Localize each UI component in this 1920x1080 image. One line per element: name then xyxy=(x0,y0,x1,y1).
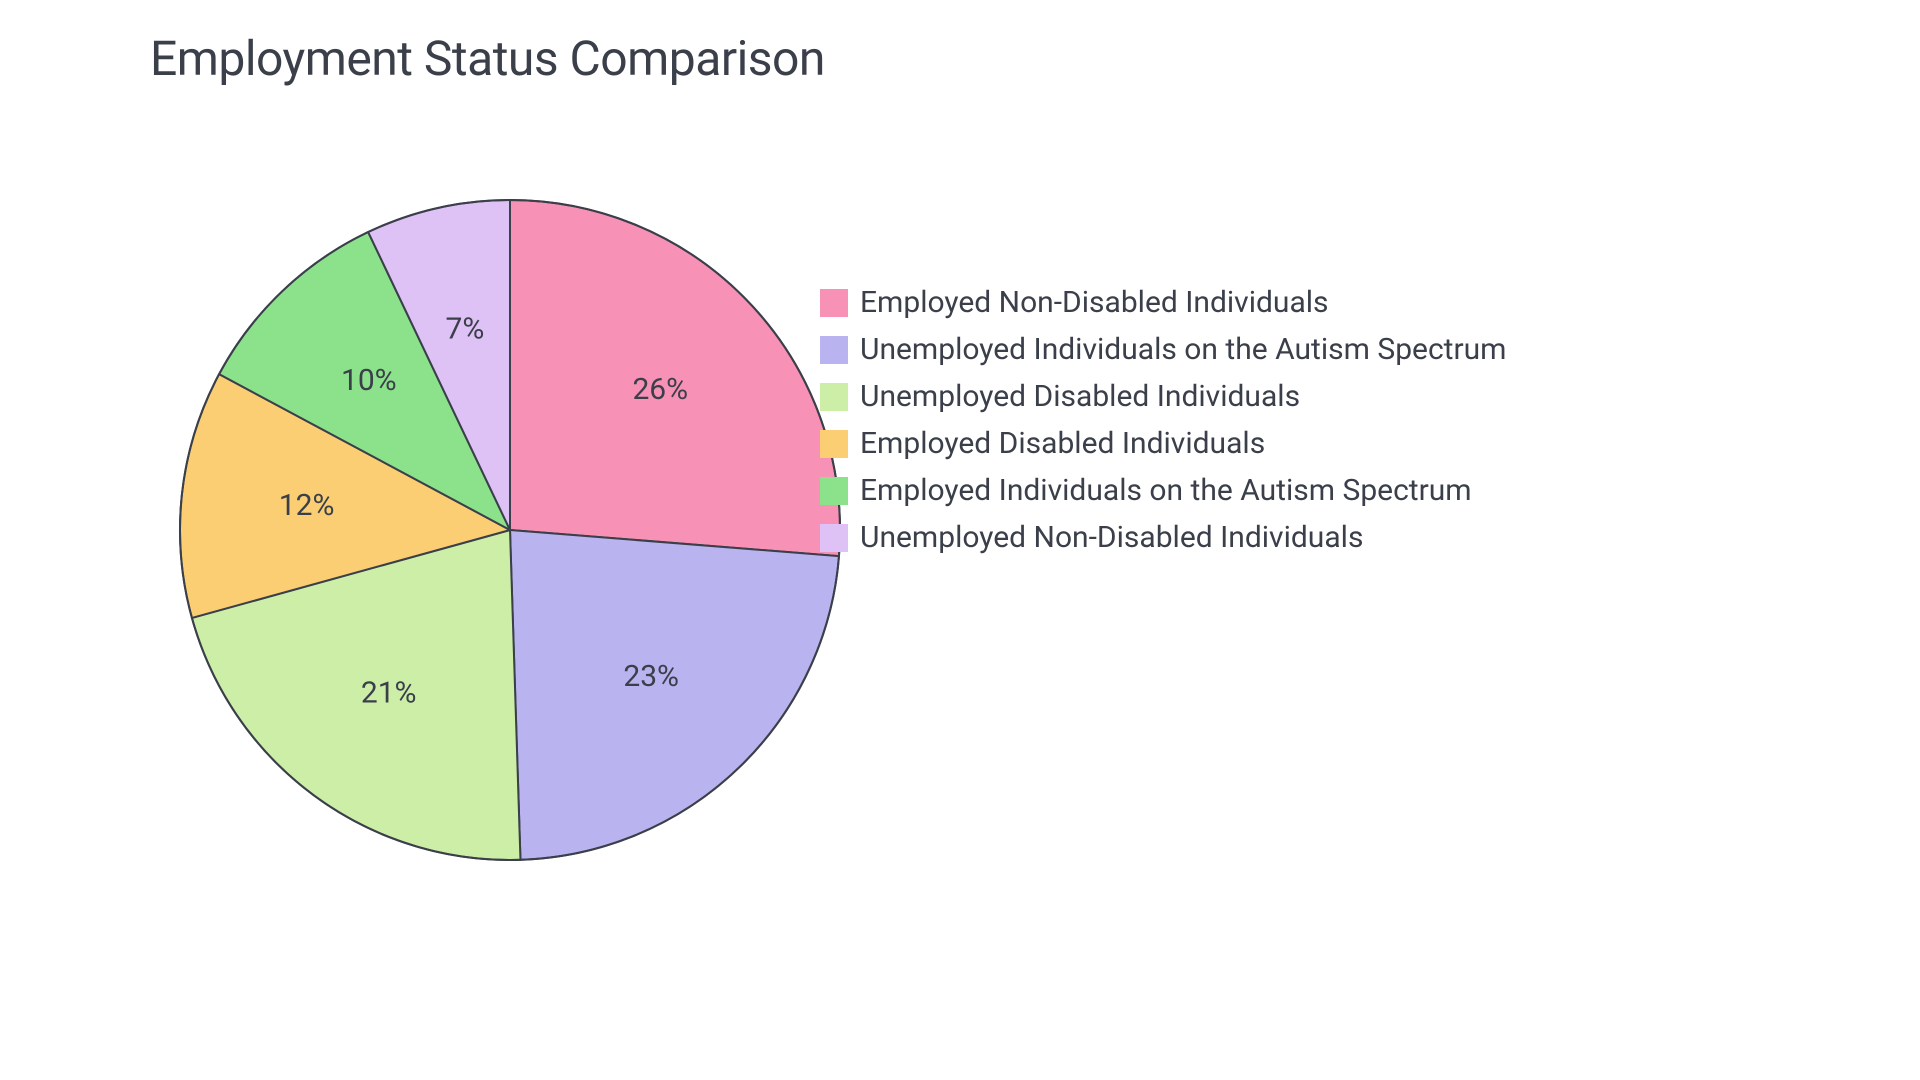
slice-label: 26% xyxy=(632,372,688,407)
slice-label: 23% xyxy=(623,659,679,694)
legend-swatch xyxy=(820,336,848,364)
legend-item: Unemployed Individuals on the Autism Spe… xyxy=(820,332,1507,367)
legend-label: Employed Non-Disabled Individuals xyxy=(860,285,1329,320)
legend-item: Employed Non-Disabled Individuals xyxy=(820,285,1507,320)
legend-label: Employed Disabled Individuals xyxy=(860,426,1265,461)
pie-chart: 26% 23% 21% 12% 10% 7% xyxy=(80,100,780,800)
pie-svg: 26% 23% 21% 12% 10% 7% xyxy=(80,100,940,960)
chart-title: Employment Status Comparison xyxy=(150,30,825,87)
legend-swatch xyxy=(820,430,848,458)
slice-label: 7% xyxy=(446,311,485,346)
legend-label: Employed Individuals on the Autism Spect… xyxy=(860,473,1472,508)
slice-label: 21% xyxy=(361,676,417,711)
legend-label: Unemployed Disabled Individuals xyxy=(860,379,1300,414)
legend-swatch xyxy=(820,477,848,505)
legend-item: Unemployed Disabled Individuals xyxy=(820,379,1507,414)
legend: Employed Non-Disabled Individuals Unemplo… xyxy=(820,285,1507,555)
slice-label: 10% xyxy=(341,363,397,398)
pie-slice xyxy=(510,530,839,860)
legend-label: Unemployed Individuals on the Autism Spe… xyxy=(860,332,1507,367)
legend-swatch xyxy=(820,289,848,317)
legend-swatch xyxy=(820,383,848,411)
legend-item: Employed Individuals on the Autism Spect… xyxy=(820,473,1507,508)
legend-label: Unemployed Non-Disabled Individuals xyxy=(860,520,1363,555)
legend-swatch xyxy=(820,524,848,552)
legend-item: Unemployed Non-Disabled Individuals xyxy=(820,520,1507,555)
chart-container: Employment Status Comparison 26% 23% 21% 12… xyxy=(0,0,1920,1080)
slice-label: 12% xyxy=(279,488,335,523)
legend-item: Employed Disabled Individuals xyxy=(820,426,1507,461)
